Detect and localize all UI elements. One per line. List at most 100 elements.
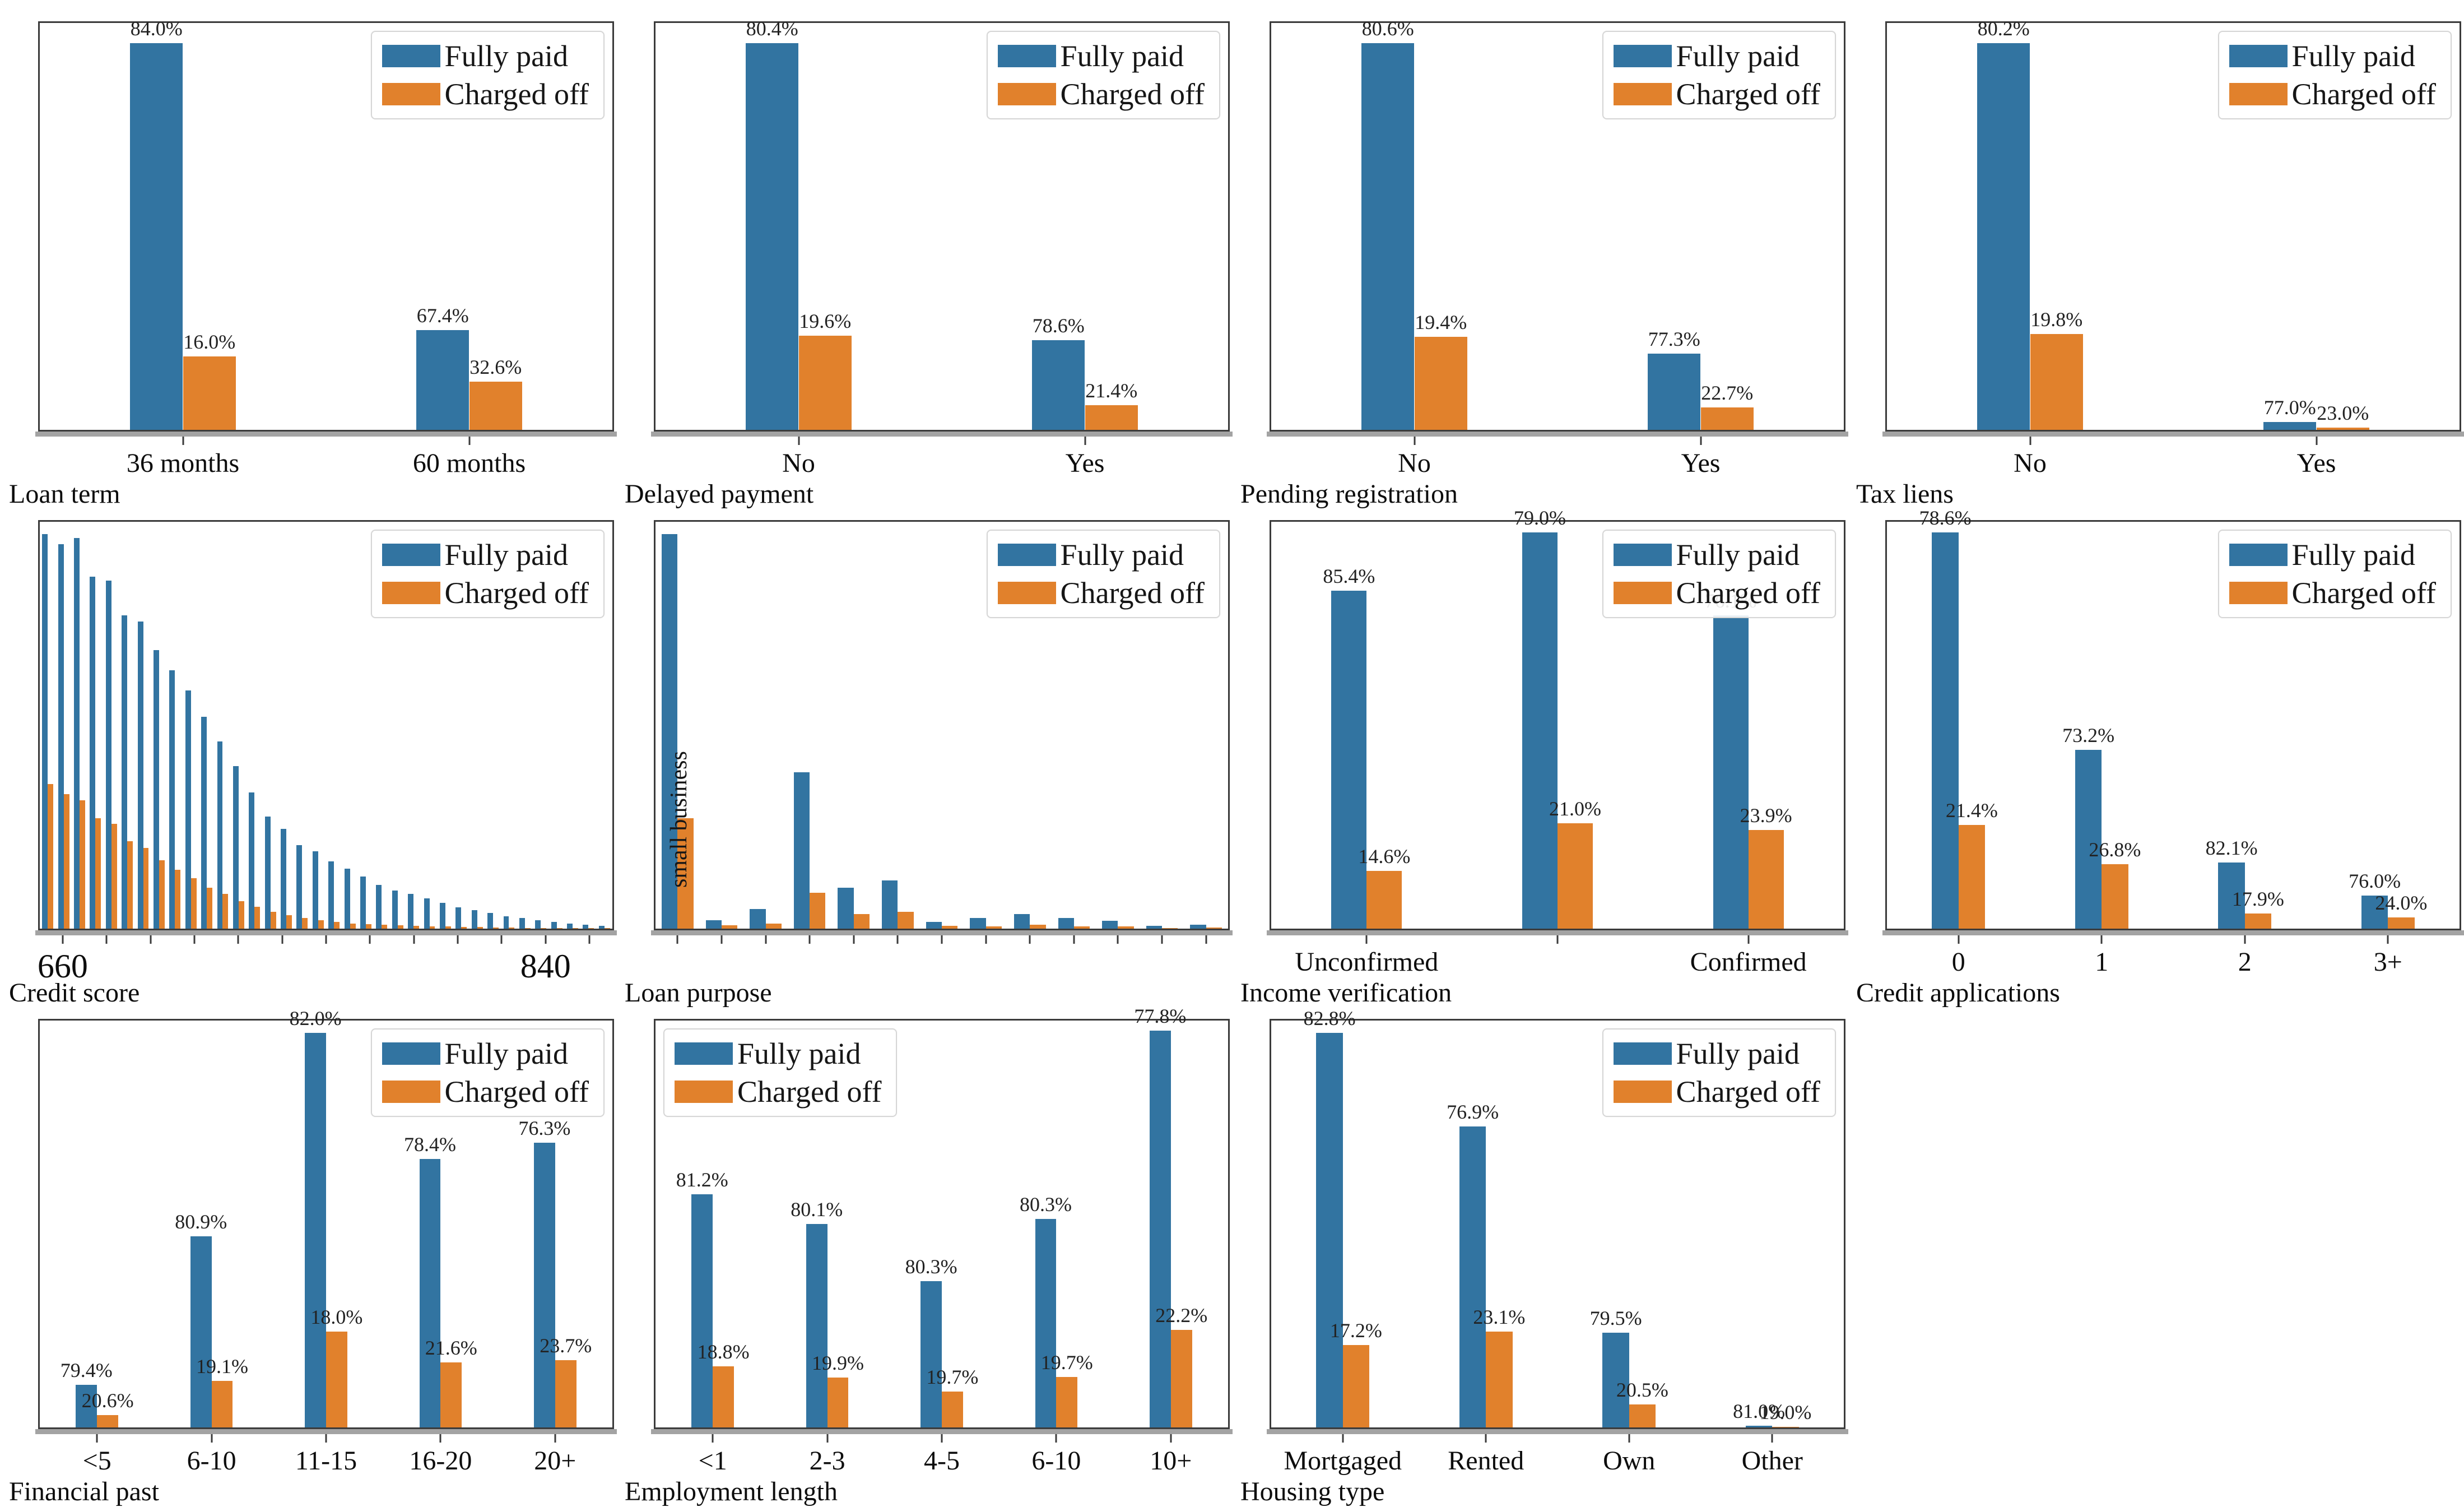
legend-label-fully-paid: Fully paid xyxy=(2291,538,2416,572)
chart-loan-term: 84.0% 16.0% 67.4% 32.6% 36 months 60 months Fu… xyxy=(0,3,617,509)
bar-value-label: 16.0% xyxy=(183,330,236,353)
charged-off-bar xyxy=(270,911,276,929)
fully-paid-bar xyxy=(360,877,366,929)
bar-value-label: 80.3% xyxy=(905,1255,957,1278)
charged-off-bar xyxy=(207,887,212,929)
axis-tick xyxy=(1414,435,1415,445)
axis-tick xyxy=(193,934,196,944)
axis-title-housing-type: Housing type xyxy=(1240,1477,1385,1506)
plot-area-delayed-payment: 80.4% 19.6% 78.6% 21.4% No Yes Fully paid Charg… xyxy=(651,17,1233,478)
legend-item-charged-off: Charged off xyxy=(382,79,589,109)
charged-off-bar xyxy=(1366,870,1402,929)
chart-income-verification: 85.4%14.6%79.0%21.0%76.1%23.9%Unconfirme… xyxy=(1231,502,1848,1008)
legend-label-fully-paid: Fully paid xyxy=(737,1037,861,1070)
legend-item-fully-paid: Fully paid xyxy=(382,1038,589,1069)
charged-off-bar xyxy=(2102,864,2128,929)
bar-value-label: 80.4% xyxy=(746,17,798,40)
charged-off-bar xyxy=(326,1332,347,1427)
fully-paid-bar xyxy=(838,888,854,929)
axis-tick xyxy=(720,934,723,944)
legend-label-charged-off: Charged off xyxy=(1676,1075,1820,1109)
axis-title-delayed-payment: Delayed payment xyxy=(625,479,814,509)
legend-label-charged-off: Charged off xyxy=(2291,576,2436,610)
charged-off-bar xyxy=(127,841,133,929)
fully-paid-bar xyxy=(439,902,445,929)
fully-paid-bar xyxy=(129,43,183,430)
legend-item-fully-paid: Fully paid xyxy=(382,540,589,570)
axis-tick xyxy=(1161,934,1163,944)
legend-label-charged-off: Charged off xyxy=(444,576,589,610)
axis-tick xyxy=(676,934,678,944)
axis-tick xyxy=(500,934,503,944)
x-tick-label: Unconfirmed xyxy=(1295,947,1439,977)
chart-credit-applications: 78.6% 21.4% 73.2% 26.8% 82.1% 17.9% 76.0% 24.0%… xyxy=(1847,502,2464,1008)
axis-tick xyxy=(369,934,371,944)
charged-off-bar xyxy=(318,920,324,929)
fully-paid-bar xyxy=(533,1142,555,1427)
plot-area-housing-type: 82.8% 17.2% 76.9% 23.1% 79.5% 20.5% 81.0% 19.0%… xyxy=(1267,1008,1848,1476)
charged-off-bar xyxy=(1558,823,1593,929)
legend-label-fully-paid: Fully paid xyxy=(1676,1037,1800,1070)
charged-off-bar xyxy=(541,928,547,929)
fully-paid-bar xyxy=(1190,924,1206,929)
x-tick-label: 60 months xyxy=(412,448,526,478)
axis-tick xyxy=(1771,1433,1773,1443)
x-tick-label: 660 xyxy=(37,948,88,985)
legend-swatch-fully-paid-icon xyxy=(382,544,440,566)
legend-label-fully-paid: Fully paid xyxy=(444,39,569,73)
fully-paid-bar xyxy=(312,851,318,929)
axis-tick xyxy=(150,934,152,944)
charged-off-bar xyxy=(1162,928,1178,929)
charged-off-bar xyxy=(365,924,371,929)
fully-paid-bar xyxy=(1713,615,1749,929)
bar-value-label: 19.9% xyxy=(812,1351,864,1374)
charged-off-bar xyxy=(302,918,308,929)
charged-off-bar xyxy=(1748,830,1784,929)
legend-swatch-fully-paid-icon xyxy=(1613,1042,1672,1065)
charged-off-bar xyxy=(1073,926,1090,929)
fully-paid-bar xyxy=(281,829,286,929)
axis-tick xyxy=(457,934,459,944)
legend: Fully paid Charged off xyxy=(370,530,605,618)
legend-label-charged-off: Charged off xyxy=(1676,576,1820,610)
charged-off-bar xyxy=(238,901,244,929)
axis-tick xyxy=(798,435,799,445)
bar-value-label: 21.4% xyxy=(1085,379,1138,402)
bar-value-label: 17.9% xyxy=(2231,888,2284,911)
fully-paid-bar xyxy=(153,650,159,929)
charged-off-bar xyxy=(63,794,69,929)
x-tick-label: No xyxy=(1398,448,1431,478)
legend-swatch-charged-off-icon xyxy=(1613,83,1672,105)
charged-off-bar xyxy=(334,922,340,929)
bar-value-label: 76.3% xyxy=(518,1116,571,1139)
legend-swatch-fully-paid-icon xyxy=(382,1042,440,1065)
bar-value-label: 21.4% xyxy=(1945,799,1998,822)
charged-off-bar xyxy=(604,928,610,929)
fully-paid-bar xyxy=(1058,918,1074,929)
legend: Fully paid Charged off xyxy=(986,31,1220,119)
axis-tick xyxy=(808,934,811,944)
fully-paid-bar xyxy=(42,534,48,929)
legend-item-fully-paid: Fully paid xyxy=(1613,540,1820,570)
bar-value-label: 19.0% xyxy=(1759,1401,1812,1423)
legend-item-fully-paid: Fully paid xyxy=(2229,540,2436,570)
fully-paid-bar xyxy=(233,766,239,929)
bar-value-label: 78.6% xyxy=(1032,314,1085,337)
axis-title-credit-score: Credit score xyxy=(9,978,140,1008)
legend-swatch-fully-paid-icon xyxy=(1613,544,1672,566)
fully-paid-bar xyxy=(1745,1426,1773,1427)
axis-tick xyxy=(2029,435,2031,445)
bar-value-label: 81.2% xyxy=(676,1168,728,1191)
charged-off-bar xyxy=(175,869,181,929)
fully-paid-bar xyxy=(416,330,469,430)
bar-value-label: 19.4% xyxy=(1415,310,1467,333)
charged-off-bar xyxy=(190,878,197,929)
axis-tick xyxy=(826,1433,829,1443)
bar-value-label: 19.6% xyxy=(799,309,852,332)
bar-value-label: 82.1% xyxy=(2205,837,2258,860)
charged-off-bar xyxy=(461,927,467,929)
fully-paid-bar xyxy=(455,907,462,929)
charged-off-bar xyxy=(985,926,1002,929)
charged-off-bar xyxy=(765,924,782,929)
